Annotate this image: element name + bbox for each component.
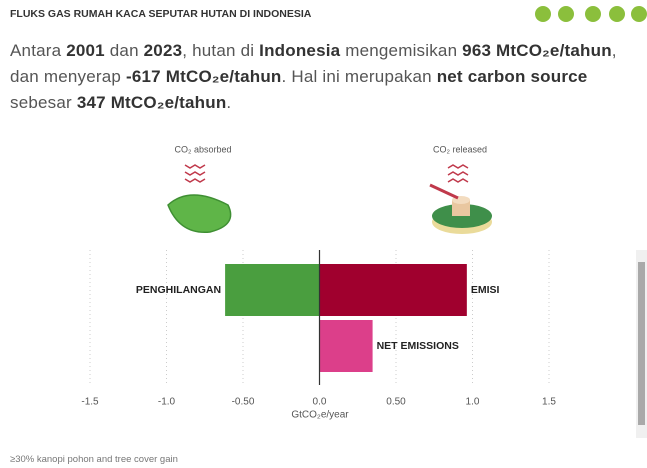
x-tick-label: 0.50 (386, 397, 406, 408)
widget-title: FLUKS GAS RUMAH KACA SEPUTAR HUTAN DI IN… (10, 8, 312, 20)
x-tick-label: -1.0 (158, 397, 176, 408)
headline-segment: . (226, 93, 232, 112)
icon-label: CO₂ released (433, 144, 487, 154)
share-button[interactable] (631, 6, 647, 22)
x-axis-label: GtCO₂e/year (291, 410, 349, 421)
bar (319, 320, 373, 372)
headline-segment: , dan menyerap (10, 41, 617, 86)
settings-button[interactable] (558, 6, 574, 22)
x-tick-label: -0.50 (232, 397, 255, 408)
scrollbar[interactable] (636, 250, 647, 438)
headline-segment: , hutan di (182, 41, 260, 60)
bar-label: PENGHILANGAN (136, 284, 221, 296)
x-tick-label: 1.5 (542, 397, 556, 408)
download-button[interactable] (585, 6, 601, 22)
headline-segment: -617 MtCO₂e/tahun (126, 67, 282, 86)
headline-segment: 2023 (143, 41, 183, 60)
bar-label: EMISI (471, 284, 500, 296)
headline-segment: Antara (10, 41, 67, 60)
headline-segment: 347 MtCO₂e/tahun (76, 93, 227, 112)
info-button[interactable] (609, 6, 625, 22)
map-button[interactable] (535, 6, 551, 22)
headline-segment: . Hal ini merupakan (281, 67, 437, 86)
bar (225, 264, 320, 316)
headline-segment: dan (104, 41, 144, 60)
x-tick-label: 1.0 (466, 397, 480, 408)
headline-segment: Indonesia (259, 41, 341, 60)
headline-segment: mengemisikan (340, 41, 463, 60)
released-icon (429, 164, 492, 234)
headline-segment: 963 MtCO₂e/tahun (462, 41, 612, 60)
bar-label: NET EMISSIONS (377, 340, 459, 352)
toolbar (535, 6, 647, 22)
headline-segment: sebesar (10, 93, 77, 112)
x-tick-label: -1.5 (81, 397, 99, 408)
absorbed-icon (167, 164, 232, 233)
headline-segment: 2001 (66, 41, 105, 60)
icon-label: CO₂ absorbed (174, 144, 231, 154)
headline-segment: net carbon source (436, 67, 588, 86)
bar (319, 264, 467, 316)
footer-note: ≥30% kanopi pohon and tree cover gain (10, 454, 178, 465)
headline: Antara 2001 dan 2023, hutan di Indonesia… (10, 38, 647, 116)
x-tick-label: 0.0 (313, 397, 327, 408)
